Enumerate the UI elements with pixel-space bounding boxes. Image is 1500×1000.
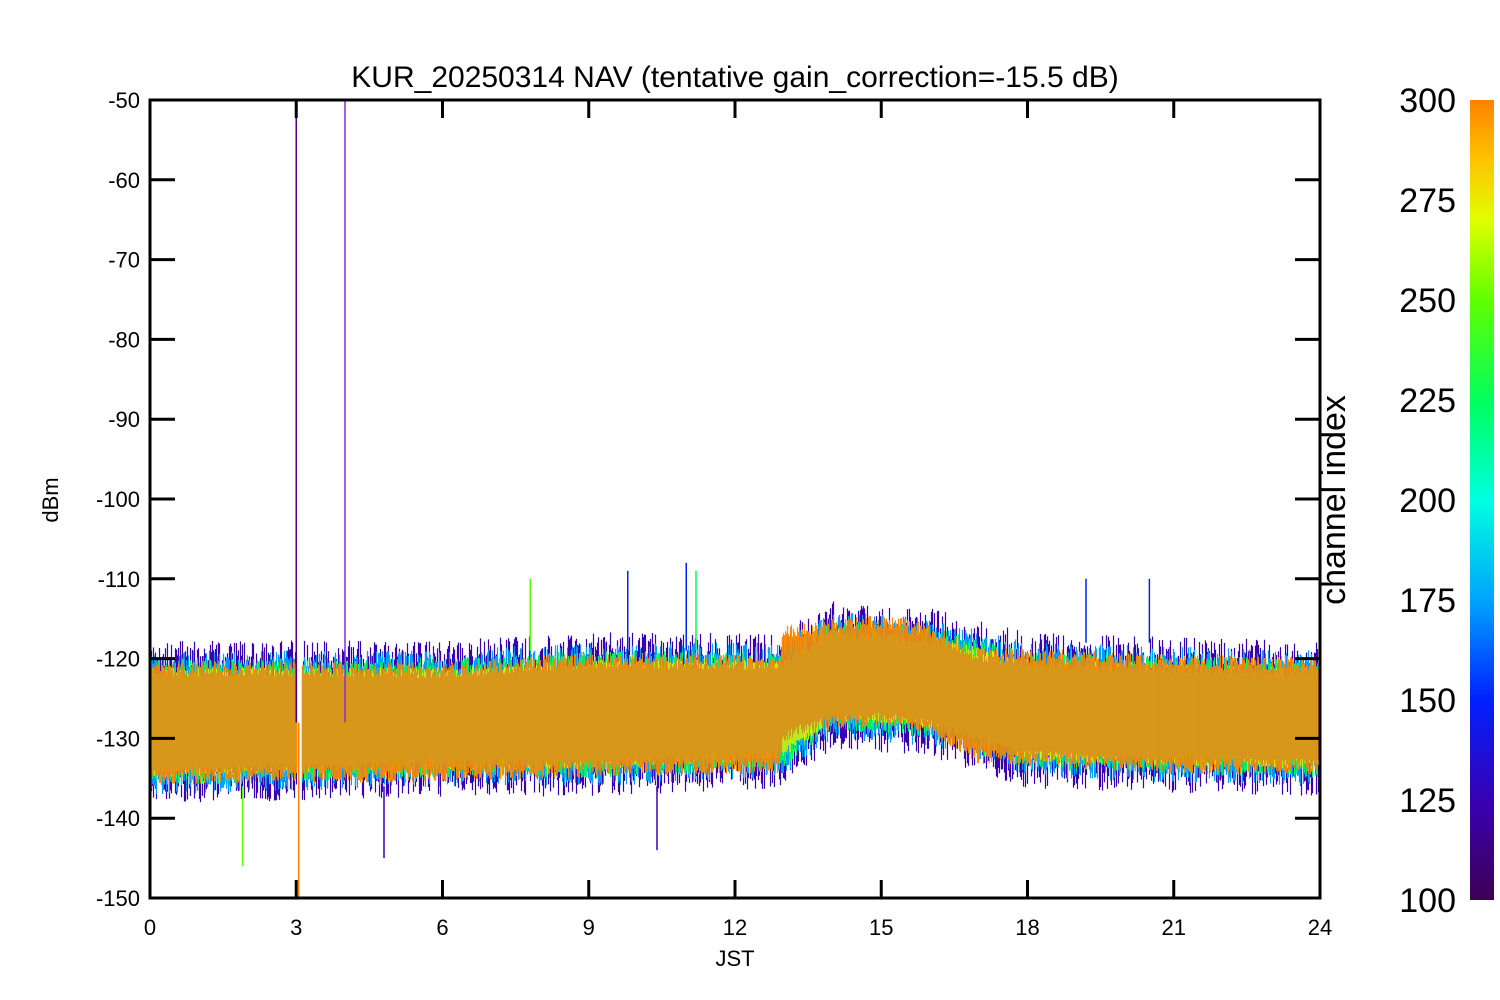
- chart-title: KUR_20250314 NAV (tentative gain_correct…: [351, 61, 1118, 94]
- noise-band: [150, 601, 1320, 803]
- plot-area: [150, 100, 1320, 898]
